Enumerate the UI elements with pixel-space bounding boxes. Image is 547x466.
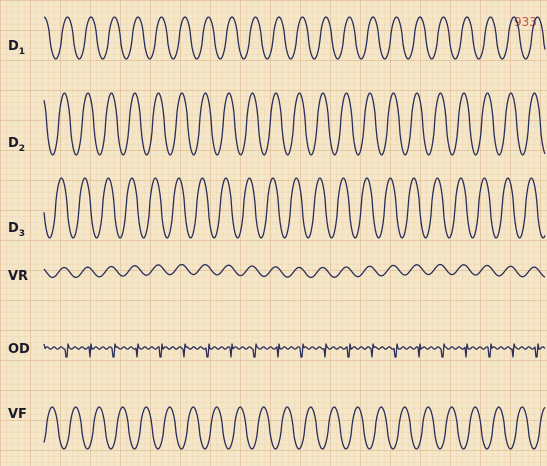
lead-name: D (8, 221, 19, 236)
grid (0, 0, 547, 466)
lead-name: D (8, 136, 19, 151)
lead-index: 2 (19, 144, 25, 154)
lead-name: OD (8, 342, 30, 357)
lead-label: VF (8, 407, 27, 422)
lead-index: 3 (19, 229, 25, 239)
lead-name: D (8, 39, 19, 54)
ecg-strip: 933 D1D2D3VRODVF (0, 0, 547, 466)
lead-label: OD (8, 342, 30, 357)
lead-index: 1 (19, 47, 25, 57)
lead-name: VR (8, 269, 28, 284)
lead-label: VR (8, 269, 28, 284)
lead-name: VF (8, 407, 27, 422)
